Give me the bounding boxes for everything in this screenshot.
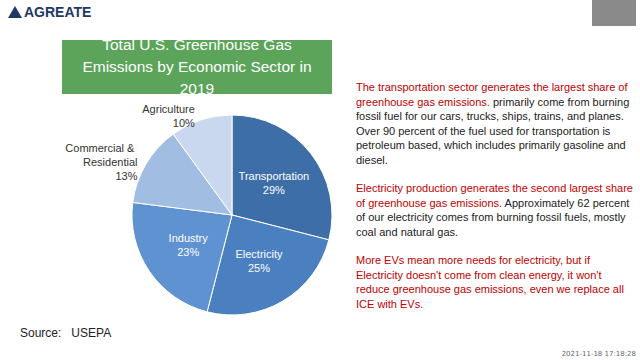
html-text:Source:: Source: (20, 326, 62, 340)
svg-text:25%: 25% (248, 262, 270, 274)
svg-text:Agriculture: Agriculture (142, 103, 195, 115)
html-text:More EVs mean more needs for e: More EVs mean more needs for electricity… (356, 254, 624, 310)
svg-text:Commercial &: Commercial & (65, 142, 137, 154)
html-text:The transportation sector gene: The transportation sector generates the … (356, 81, 630, 166)
html-text:Electricity production generat: Electricity production generates the sec… (356, 182, 633, 238)
html-text:2021-11-18 17:18:28: 2021-11-18 17:18:28 (561, 350, 636, 358)
svg-text:10%: 10% (173, 117, 195, 129)
svg-text:Industry: Industry (169, 232, 209, 244)
svg-text:Residential: Residential (83, 156, 137, 168)
svg-text:Electricity: Electricity (235, 248, 283, 260)
html-text:USEPA: USEPA (71, 326, 112, 340)
html-text:Total U.S. Greenhouse Gas Emis: Total U.S. Greenhouse Gas Emissions by E… (82, 36, 312, 97)
html-text:AGREATE: AGREATE (24, 4, 92, 20)
svg-text:Transportation: Transportation (239, 170, 310, 182)
svg-text:13%: 13% (115, 170, 137, 182)
svg-text:23%: 23% (177, 246, 199, 258)
svg-text:29%: 29% (263, 184, 285, 196)
